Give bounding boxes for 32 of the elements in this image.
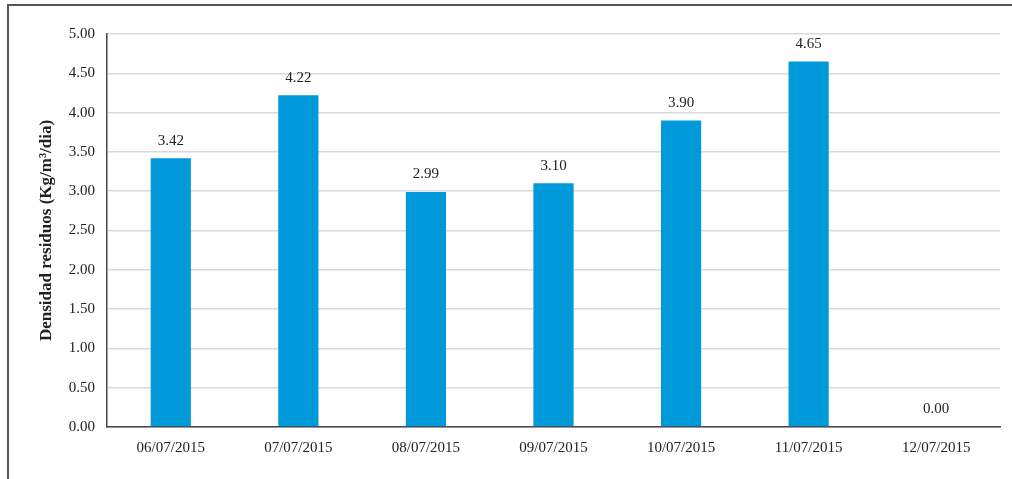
bar — [533, 183, 574, 427]
data-label: 4.65 — [795, 34, 822, 51]
bar — [788, 61, 829, 427]
data-label: 3.42 — [157, 131, 184, 148]
y-tick-label: 2.00 — [68, 260, 95, 277]
y-tick-label: 3.50 — [68, 142, 95, 159]
y-tick-label: 4.00 — [68, 103, 95, 120]
bar — [278, 95, 319, 427]
data-label: 0.00 — [923, 400, 950, 417]
data-label: 3.90 — [667, 93, 695, 110]
bar — [660, 120, 702, 427]
y-tick-label: 1.50 — [68, 300, 95, 317]
y-tick-label: 3.00 — [68, 182, 95, 199]
x-tick-label: 07/07/2015 — [264, 438, 333, 455]
x-tick-label: 11/07/2015 — [774, 438, 843, 455]
data-label: 3.10 — [540, 156, 567, 173]
data-label: 2.99 — [412, 165, 440, 182]
y-tick-label: 5.00 — [68, 24, 95, 41]
y-tick-label: 2.50 — [68, 221, 95, 238]
x-tick-label: 06/07/2015 — [136, 438, 205, 455]
y-tick-label: 4.50 — [68, 64, 95, 81]
x-tick-label: 10/07/2015 — [646, 438, 716, 455]
y-axis-title: Densidad residuos (Kg/m³/dia) — [35, 119, 55, 342]
bar — [150, 158, 191, 427]
y-tick-label: 1.00 — [68, 339, 95, 356]
x-tick-label: 08/07/2015 — [391, 438, 461, 455]
y-tick-label: 0.50 — [68, 378, 95, 395]
y-tick-label: 0.00 — [68, 417, 95, 434]
x-tick-label: 09/07/2015 — [519, 438, 588, 455]
bar — [405, 191, 447, 427]
data-label: 4.22 — [285, 68, 312, 85]
x-tick-label: 12/07/2015 — [902, 438, 971, 455]
